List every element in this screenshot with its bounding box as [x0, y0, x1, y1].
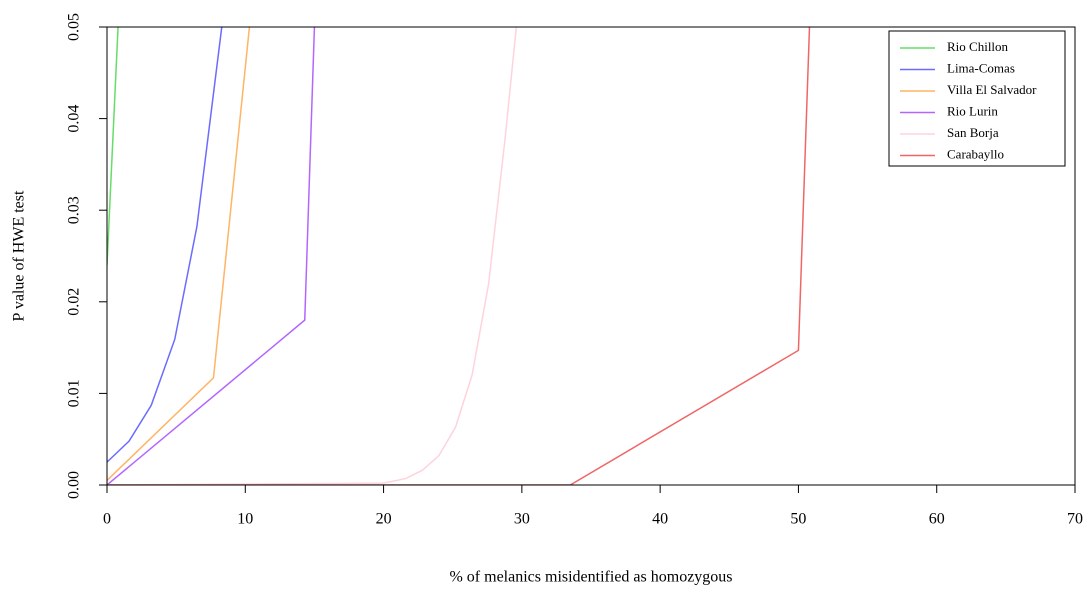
legend-label: Villa El Salvador	[947, 82, 1037, 97]
legend: Rio Chillon Lima-Comas Villa El Salvador Ri…	[888, 30, 1066, 167]
x-tick-label: 50	[790, 511, 806, 528]
series-line	[107, 27, 316, 485]
y-axis-label: P value of HWE test	[11, 190, 28, 321]
series-line	[107, 27, 811, 485]
y-tick-label: 0.01	[66, 379, 83, 407]
x-tick-label: 70	[1067, 511, 1083, 528]
legend-label: Rio Lurin	[947, 103, 998, 118]
y-tick-label: 0.05	[66, 13, 83, 41]
x-tick-label: 40	[652, 511, 668, 528]
x-tick-label: 0	[103, 511, 111, 528]
y-tick-label: 0.03	[66, 196, 83, 224]
y-tick-label: 0.02	[66, 288, 83, 316]
x-tick-label: 20	[376, 511, 392, 528]
legend-label: Rio Chillon	[947, 39, 1009, 54]
x-tick-label: 30	[514, 511, 530, 528]
series-line	[107, 27, 119, 266]
series-line	[107, 27, 223, 463]
legend-label: Lima-Comas	[947, 60, 1015, 75]
y-tick-label: 0.00	[66, 471, 83, 499]
series-line	[107, 27, 518, 485]
plot-frame	[106, 26, 1076, 486]
legend-label: Carabayllo	[947, 146, 1004, 161]
legend-box	[888, 30, 1066, 167]
legend-label: San Borja	[947, 125, 999, 140]
x-axis-label: % of melanics misidentified as homozygou…	[449, 569, 732, 586]
plot-lines	[107, 27, 811, 485]
series-line	[107, 27, 251, 481]
x-tick-label: 60	[929, 511, 945, 528]
y-tick-label: 0.04	[66, 105, 83, 133]
x-tick-label: 10	[237, 511, 253, 528]
